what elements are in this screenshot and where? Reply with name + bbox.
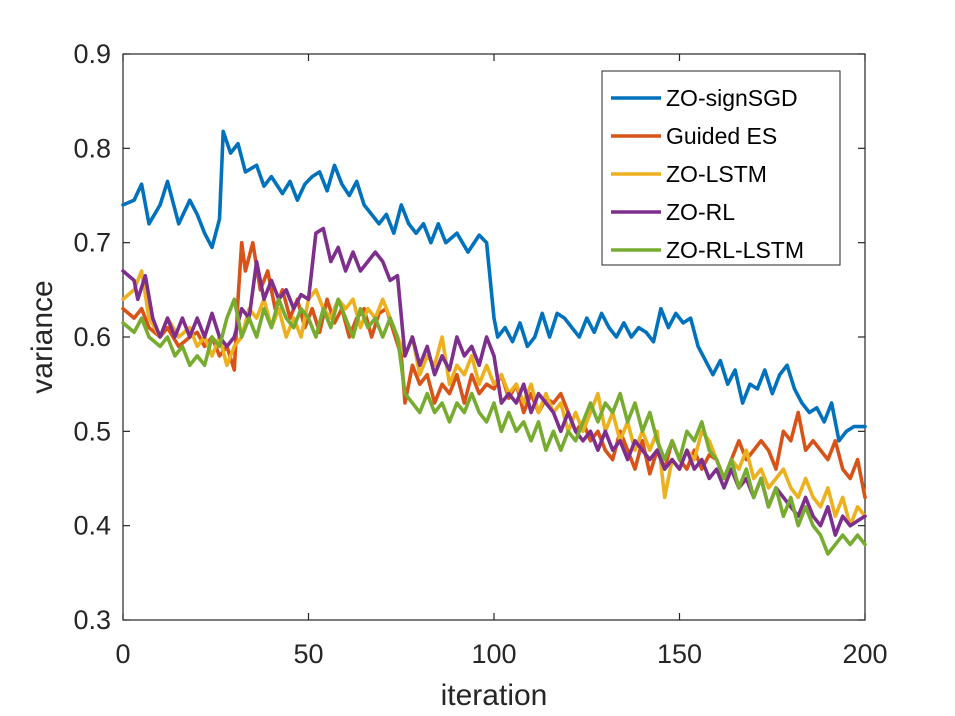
- legend-label: Guided ES: [666, 123, 777, 149]
- legend-label: ZO-signSGD: [666, 85, 798, 111]
- y-tick-label: 0.7: [73, 228, 111, 258]
- y-tick-label: 0.9: [73, 39, 111, 69]
- y-axis: 0.3 0.4 0.5 0.6 0.7 0.8 0.9: [73, 39, 865, 635]
- y-tick-label: 0.5: [73, 416, 111, 446]
- x-axis: 0 50 100 150 200: [115, 54, 888, 669]
- legend-label: ZO-RL-LSTM: [666, 237, 804, 263]
- series-line-guided-es: [121, 240, 867, 500]
- x-tick-label: 0: [115, 639, 130, 669]
- legend-label: ZO-RL: [666, 199, 735, 225]
- x-axis-label: iteration: [441, 679, 548, 712]
- y-tick-label: 0.4: [73, 511, 111, 541]
- legend: ZO-signSGD Guided ES ZO-LSTM ZO-RL ZO-RL-LST…: [601, 70, 841, 266]
- legend-label: ZO-LSTM: [666, 161, 767, 187]
- y-axis-label: variance: [26, 280, 59, 393]
- series-line-zo-rl-lstm: [121, 297, 867, 556]
- y-tick-label: 0.3: [73, 605, 111, 635]
- y-tick-label: 0.6: [73, 322, 111, 352]
- x-tick-label: 50: [293, 639, 323, 669]
- x-tick-label: 100: [471, 639, 516, 669]
- series-layer: [121, 129, 867, 556]
- legend-box: [601, 70, 841, 266]
- x-tick-label: 200: [842, 639, 887, 669]
- series-line-zo-lstm: [121, 269, 867, 528]
- series-line-zo-signsgd: [121, 129, 867, 443]
- x-tick-label: 150: [657, 639, 702, 669]
- y-tick-label: 0.8: [73, 133, 111, 163]
